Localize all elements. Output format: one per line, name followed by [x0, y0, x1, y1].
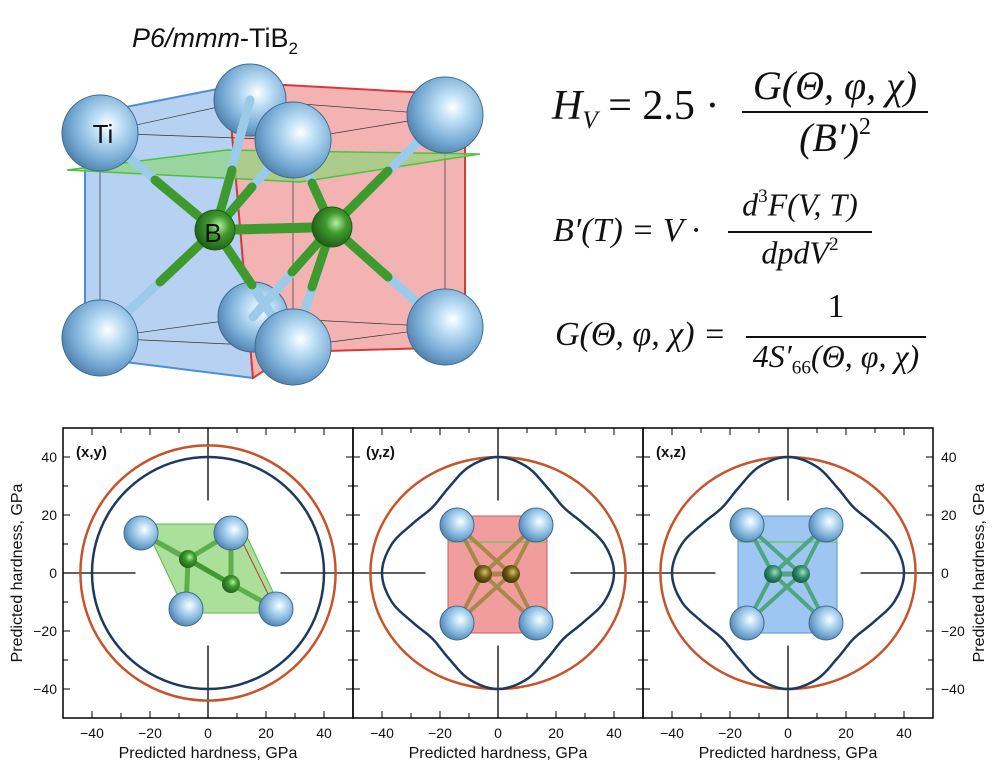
crystal-structure: B Ti — [61, 63, 484, 386]
y-tick-label: −40 — [33, 681, 57, 697]
x-axis-label: Predicted hardness, GPa — [409, 745, 588, 762]
x-tick-label: −40 — [80, 725, 104, 741]
panel-label: (y,z) — [366, 444, 395, 461]
y-tick-label: 0 — [941, 565, 949, 581]
y-tick-label: 0 — [49, 565, 57, 581]
x-tick-label: −20 — [718, 725, 742, 741]
eq-hv-numerator: G(Θ, φ, χ) — [752, 63, 918, 108]
x-tick-label: 40 — [896, 725, 912, 741]
ti-atom — [439, 507, 475, 543]
x-tick-label: 40 — [316, 725, 332, 741]
y-axis-label: Predicted hardness, GPa — [9, 484, 26, 663]
ti-atom — [258, 591, 294, 627]
b-atom — [311, 206, 353, 248]
ti-atom — [729, 507, 765, 543]
x-axis-label: Predicted hardness, GPa — [119, 745, 298, 762]
ti-atom — [168, 591, 204, 627]
x-tick-label: −20 — [138, 725, 162, 741]
ti-atom — [808, 605, 844, 641]
panel-label: (x,z) — [656, 444, 686, 461]
eq-g-fraction-bar — [746, 336, 926, 338]
b-atom — [179, 550, 197, 568]
crystal-projection-inset — [439, 507, 554, 641]
plot-panel-1: −40 −20 0 20 40 −40 −20 0 20 40 Predicted hardness… — [9, 427, 354, 762]
equation-hv: HV = 2.5 · — [552, 82, 719, 135]
b-atom — [474, 565, 492, 583]
b-atom — [764, 565, 782, 583]
y-tick-label: 40 — [41, 449, 57, 465]
x-tick-label: 0 — [784, 725, 792, 741]
x-tick-label: −20 — [428, 725, 452, 741]
plot-panel-3: −40 −20 0 20 40 −40 −20 0 20 40 Predicted hardness… — [642, 427, 988, 762]
y-tick-label: 20 — [941, 507, 957, 523]
b-atom — [194, 209, 236, 251]
eq-hv-lhs-sub: V — [582, 106, 598, 134]
crystal-projection-inset — [729, 507, 844, 641]
y-tick-label: −40 — [941, 681, 965, 697]
series-red-curve — [659, 455, 917, 691]
eq-hv-fraction-bar — [742, 111, 928, 113]
eq-bprime-numerator: d3F(V, T) — [742, 186, 858, 223]
x-axis-label: Predicted hardness, GPa — [699, 745, 878, 762]
x-tick-label: 20 — [258, 725, 274, 741]
ti-atom — [61, 299, 139, 377]
series-blue-curve — [380, 455, 616, 691]
ti-atom — [729, 605, 765, 641]
y-tick-label: −20 — [33, 623, 57, 639]
x-tick-label: 40 — [606, 725, 622, 741]
b-atom — [502, 565, 520, 583]
y-tick-label: 40 — [941, 449, 957, 465]
eq-bprime-denominator: dpdV2 — [761, 234, 839, 271]
eq-hv-mid: = 2.5 · — [608, 83, 720, 129]
ti-label: Ti — [93, 119, 114, 149]
ti-atom — [61, 94, 139, 172]
ti-atom — [406, 76, 484, 154]
series-blue-curve — [670, 455, 906, 691]
ti-atom — [439, 605, 475, 641]
equation-g: G(Θ, φ, χ) = — [555, 316, 726, 353]
y-tick-label: −20 — [941, 623, 965, 639]
x-tick-label: 20 — [838, 725, 854, 741]
panel-label: (x,y) — [76, 444, 107, 461]
x-tick-label: −40 — [370, 725, 394, 741]
ti-atom — [406, 288, 484, 366]
ti-atom — [123, 515, 159, 551]
x-tick-label: 20 — [548, 725, 564, 741]
eq-g-numerator: 1 — [827, 288, 845, 325]
eq-bprime-fraction-bar — [728, 231, 872, 233]
ti-atom — [254, 101, 332, 179]
y-axis-label: Predicted hardness, GPa — [971, 484, 988, 663]
hardness-plots: −40 −20 0 20 40 −40 −20 0 20 40 Predicted hardness… — [9, 427, 988, 762]
ti-atom — [213, 515, 249, 551]
eq-hv-lhs: H — [552, 83, 583, 129]
x-tick-label: 0 — [494, 725, 502, 741]
equation-bprime: B′(T) = V · — [553, 212, 700, 249]
ti-atom — [254, 308, 332, 386]
x-tick-label: −40 — [660, 725, 684, 741]
structure-title: P6/mmm-TiB2 — [132, 23, 298, 58]
crystal-projection-inset — [123, 515, 294, 627]
eq-hv-denominator: (B′)2 — [799, 114, 871, 160]
y-tick-label: 20 — [41, 507, 57, 523]
eq-g-denominator: 4S′66(Θ, φ, χ) — [752, 338, 920, 379]
series-red-curve — [369, 455, 627, 691]
ti-atom — [518, 605, 554, 641]
ti-atom — [808, 507, 844, 543]
plot-panel-2: −40 −20 0 20 40 Predicted hardness, GPa (y,z) — [352, 427, 644, 762]
b-label: B — [204, 218, 221, 248]
series-red-curve — [79, 444, 337, 702]
ti-atom — [518, 507, 554, 543]
series-blue-curve — [90, 455, 326, 691]
b-atom — [792, 565, 810, 583]
b-atom — [222, 575, 240, 593]
x-tick-label: 0 — [204, 725, 212, 741]
